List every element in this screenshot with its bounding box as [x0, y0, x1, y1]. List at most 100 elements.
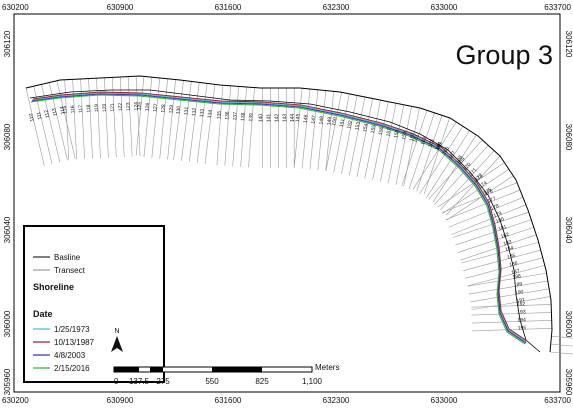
- legend: Basline Transect Shoreline Date 1/25/197…: [23, 225, 165, 383]
- transect-label: 118: [86, 104, 92, 112]
- transect-line: [72, 79, 77, 160]
- transect-line: [448, 197, 524, 228]
- transect-label: 153: [354, 121, 362, 131]
- transect-line: [434, 145, 489, 205]
- transect-label: 165: [434, 141, 444, 151]
- transect-line: [408, 112, 435, 189]
- transect-label: 167: [448, 150, 458, 160]
- y-tick-right: 306080: [564, 124, 573, 151]
- legend-date-1987-label: 10/13/1987: [54, 338, 95, 347]
- y-ticks-left: 306120 306080 306040 306000 305960: [3, 30, 12, 395]
- transect-label: 116: [70, 105, 76, 113]
- transect-label: 173: [474, 173, 484, 183]
- transect-label: 119: [94, 104, 100, 112]
- transect-label: 166: [441, 146, 451, 156]
- legend-box: [23, 225, 165, 383]
- transect-line: [471, 296, 551, 311]
- transect-label: 134: [207, 109, 214, 118]
- transect-label: 178: [490, 203, 500, 212]
- transect-label: 157: [385, 128, 393, 138]
- transect-label: 117: [78, 105, 84, 113]
- x-tick-top: 632300: [323, 3, 350, 12]
- transect-label: 111: [36, 111, 44, 120]
- transect-label: 195: [518, 325, 527, 331]
- transect-line: [428, 139, 483, 200]
- transect-label: 128: [160, 104, 167, 113]
- transect-label: 150: [331, 117, 339, 127]
- x-tick-top: 630900: [107, 3, 134, 12]
- transect-label: 131: [183, 106, 190, 115]
- transect-line: [348, 96, 366, 176]
- transect-line: [48, 82, 68, 161]
- transect-line: [387, 104, 405, 184]
- transect-label: 122: [118, 102, 124, 111]
- transect-line: [423, 117, 450, 194]
- transect-line: [452, 211, 529, 238]
- transect-label: 185: [507, 253, 517, 261]
- transect-line: [416, 115, 443, 192]
- scale-label: 825: [255, 377, 269, 386]
- transect-line: [135, 76, 141, 157]
- transect-label: 140: [258, 114, 264, 123]
- shoreline-2016: [30, 94, 526, 345]
- x-tick-bottom: 633000: [431, 396, 458, 405]
- x-tick-top: 633700: [544, 3, 571, 12]
- y-tick-left: 305960: [3, 368, 12, 395]
- transect-label: 159: [401, 131, 409, 141]
- transect-line: [446, 175, 514, 221]
- transect-line: [437, 162, 505, 208]
- transect-line: [451, 204, 527, 235]
- north-arrow: N: [111, 328, 123, 352]
- x-tick-top: 630200: [2, 3, 29, 12]
- transect-label: 139: [248, 113, 255, 122]
- transect-line: [468, 280, 548, 295]
- y-ticks-right: 306120 306080 306040 306000 305960: [564, 31, 573, 396]
- scale-labels: 0 137.5 275 550 825 1,100: [114, 377, 323, 386]
- transect-line: [471, 320, 552, 324]
- transect-label: 143: [282, 114, 288, 123]
- transect-label: 136: [224, 111, 231, 120]
- transect-line: [333, 93, 350, 173]
- transect-label: 127: [152, 103, 159, 112]
- transect-line: [440, 150, 495, 211]
- transect-label: 146: [303, 114, 310, 123]
- map-title: Group 3: [455, 40, 553, 70]
- legend-date-2016-label: 2/15/2016: [54, 364, 90, 373]
- transect-line: [471, 327, 552, 332]
- transect-line: [470, 288, 550, 303]
- transect-label: 125: [137, 101, 144, 110]
- legend-date-heading: Date: [33, 309, 53, 319]
- transect-label: 138: [240, 112, 247, 121]
- transect-line: [551, 335, 573, 339]
- transect-label: 120: [102, 103, 108, 112]
- transect-line: [549, 351, 573, 355]
- transect-label: 179: [493, 211, 503, 220]
- legend-date-2003-label: 4/8/2003: [54, 351, 86, 360]
- baseline-outer: [25, 75, 553, 353]
- y-tick-right: 306040: [564, 217, 573, 244]
- transect-label: 126: [145, 102, 152, 111]
- transect-line: [356, 98, 374, 178]
- transect-label: 183: [503, 239, 513, 247]
- x-tick-bottom: 632300: [323, 396, 350, 405]
- transect-label: 133: [199, 108, 206, 117]
- x-tick-bottom: 631600: [215, 396, 242, 405]
- transect-label: 121: [110, 103, 116, 112]
- transect-line: [80, 78, 85, 159]
- transect-label: 194: [517, 317, 526, 323]
- transect-line: [401, 110, 428, 187]
- transect-line: [471, 304, 552, 308]
- transect-label: 162: [420, 136, 428, 146]
- shoreline-2003: [31, 93, 527, 344]
- scale-label: 137.5: [129, 377, 150, 386]
- transect-label: 141: [266, 114, 272, 123]
- transect-label: 130: [175, 105, 182, 114]
- transect-label: 137: [232, 112, 239, 121]
- transect-label: 170: [462, 162, 472, 172]
- scale-label: 0: [114, 377, 119, 386]
- transect-line: [88, 78, 93, 159]
- transect-label: 161: [412, 133, 420, 143]
- x-ticks-top: 630200 630900 631600 632300 633000 633700: [2, 3, 572, 12]
- transect-label: 129: [168, 105, 175, 114]
